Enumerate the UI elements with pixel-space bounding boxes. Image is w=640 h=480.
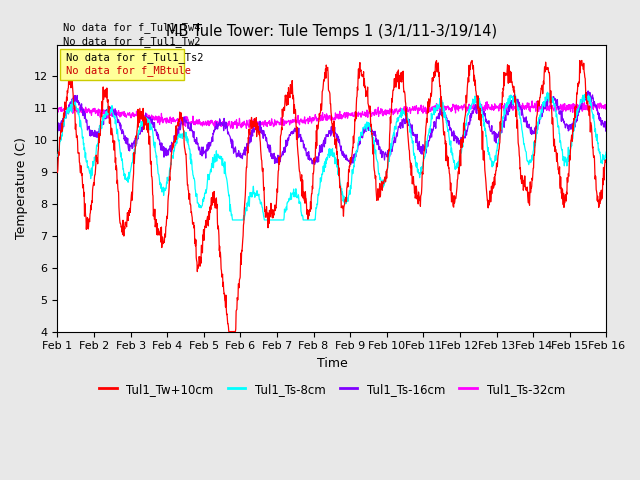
Text: No data for f_Tul1_Ts2: No data for f_Tul1_Ts2 bbox=[66, 52, 203, 63]
Text: No data for f_Tul1_Tw4: No data for f_Tul1_Tw4 bbox=[63, 22, 200, 33]
FancyBboxPatch shape bbox=[60, 49, 184, 81]
Text: No data for f_Tul1_Tw2: No data for f_Tul1_Tw2 bbox=[63, 36, 200, 47]
Title: MB Tule Tower: Tule Temps 1 (3/1/11-3/19/14): MB Tule Tower: Tule Temps 1 (3/1/11-3/19… bbox=[166, 24, 497, 39]
Legend: Tul1_Tw+10cm, Tul1_Ts-8cm, Tul1_Ts-16cm, Tul1_Ts-32cm: Tul1_Tw+10cm, Tul1_Ts-8cm, Tul1_Ts-16cm,… bbox=[94, 378, 570, 400]
Text: No data for f_MBtule: No data for f_MBtule bbox=[66, 65, 191, 76]
X-axis label: Time: Time bbox=[317, 357, 348, 370]
Y-axis label: Temperature (C): Temperature (C) bbox=[15, 137, 28, 239]
